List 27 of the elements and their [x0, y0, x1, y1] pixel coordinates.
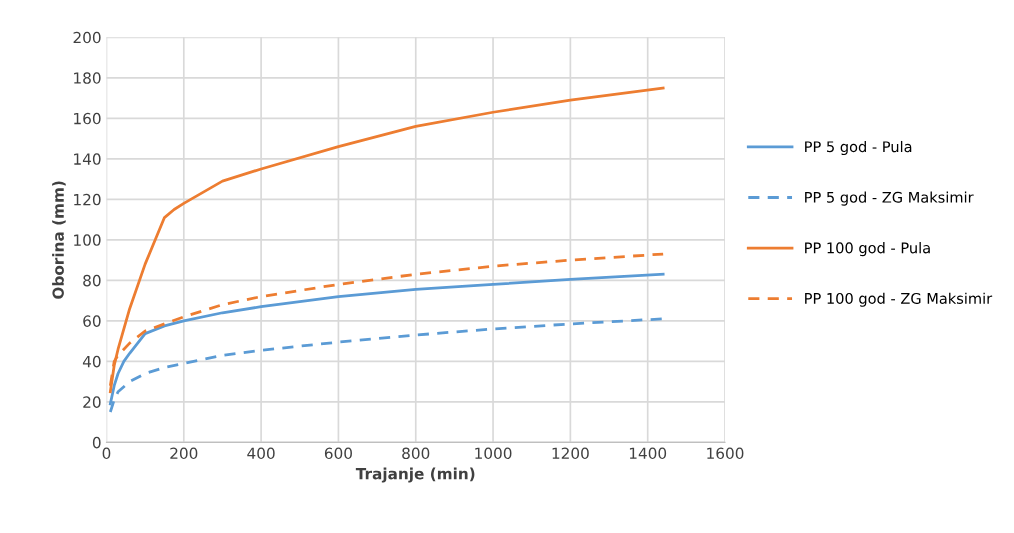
x-axis-title: Trajanje (min): [355, 467, 475, 483]
y-tick-label: 200: [73, 31, 101, 44]
x-tick-label: 1400: [629, 447, 667, 460]
x-tick-label: 200: [170, 447, 198, 460]
line-series: [108, 86, 665, 394]
y-axis-title: Oborina (mm): [52, 181, 66, 299]
x-tick-label: 1000: [475, 447, 512, 460]
y-tick-label: 20: [83, 396, 101, 408]
x-tick-label: 0: [102, 447, 111, 460]
x-tick-label: 400: [247, 447, 275, 460]
legend-label: PP 100 god - Pula: [805, 242, 930, 257]
y-tick-label: 180: [74, 72, 101, 84]
y-tick-label: 100: [74, 234, 101, 246]
y-tick-label: 0: [92, 436, 101, 449]
x-tick-label: 1600: [707, 447, 744, 460]
x-tick-label: 1200: [552, 447, 589, 460]
y-tick-label: 160: [74, 112, 101, 125]
y-tick-label: 40: [82, 355, 101, 368]
legend-label: PP 100 god - ZG Maksimir: [805, 292, 993, 307]
y-tick-label: 80: [83, 274, 101, 287]
legend-label: PP 5 god - ZG Maksimir: [805, 191, 974, 206]
legend-label: PP 5 god - Pula: [805, 140, 912, 156]
x-tick-label: 600: [324, 447, 352, 460]
x-tick-label: 800: [402, 447, 430, 460]
y-tick-label: 120: [74, 193, 101, 206]
y-tick-label: 60: [83, 315, 101, 327]
y-tick-label: 140: [74, 153, 101, 165]
